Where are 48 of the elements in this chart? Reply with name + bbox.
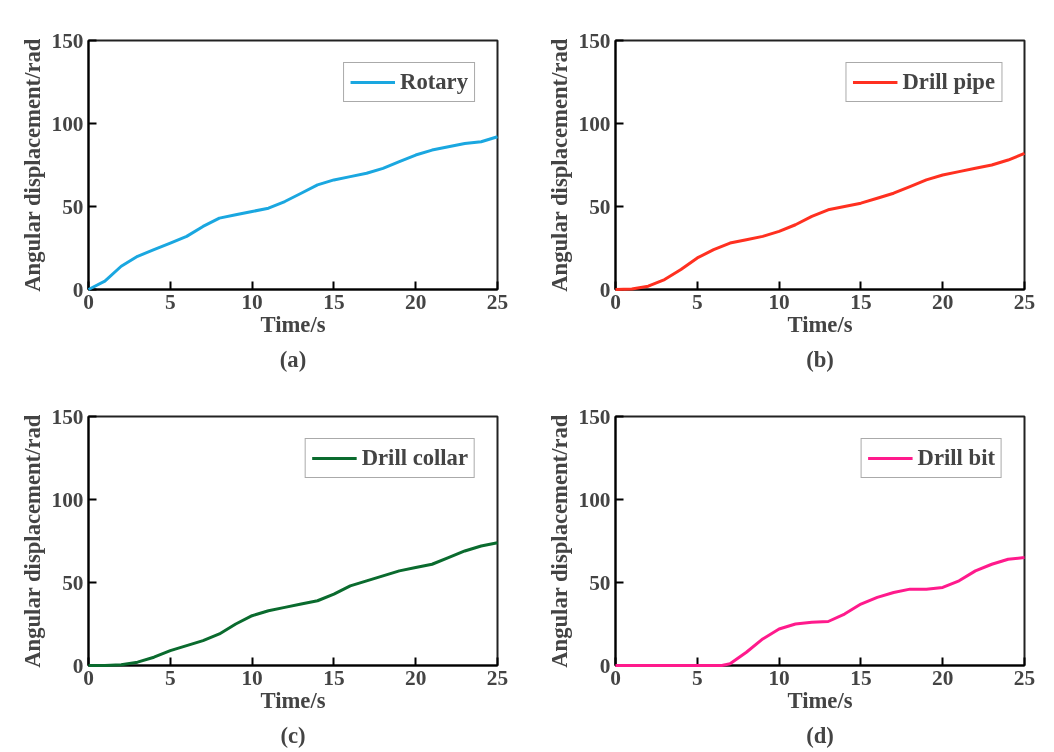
legend-label: Drill collar [361, 445, 468, 471]
legend-label: Rotary [400, 69, 468, 95]
legend-label: Drill bit [917, 445, 995, 471]
y-tick-label: 50 [589, 194, 611, 219]
y-tick-label: 50 [62, 570, 84, 595]
x-tick-label: 20 [932, 289, 954, 314]
y-axis-title: Angular displacement/rad [546, 38, 572, 292]
y-tick-label: 50 [62, 194, 84, 219]
y-tick-label: 150 [578, 28, 611, 53]
x-tick-label: 10 [241, 289, 263, 314]
x-tick-label: 25 [486, 289, 509, 314]
x-tick-label: 25 [1013, 665, 1036, 690]
x-axis-title: Time/s [260, 687, 326, 713]
y-axis-title: Angular displacement/rad [19, 38, 45, 292]
x-axis-title: Time/s [787, 311, 853, 337]
y-tick-label: 50 [589, 570, 611, 595]
x-tick-label: 15 [850, 665, 872, 690]
y-tick-label: 100 [578, 487, 611, 512]
x-tick-label: 10 [768, 665, 790, 690]
x-tick-label: 20 [405, 289, 427, 314]
x-tick-label: 5 [164, 665, 176, 690]
text: (c) [280, 722, 306, 748]
x-tick-label: 15 [323, 289, 345, 314]
y-axis-title: Angular displacement/rad [19, 414, 45, 668]
y-tick-label: 150 [51, 404, 84, 429]
x-tick-label: 25 [1013, 289, 1036, 314]
y-tick-label: 150 [51, 28, 84, 53]
x-tick-label: 20 [405, 665, 427, 690]
y-tick-label: 150 [578, 404, 611, 429]
x-tick-label: 5 [691, 665, 703, 690]
x-tick-label: 25 [486, 665, 509, 690]
x-axis-title: Time/s [260, 311, 326, 337]
x-tick-label: 10 [241, 665, 263, 690]
text: (a) [279, 346, 307, 372]
y-tick-label: 100 [51, 487, 84, 512]
x-tick-label: 5 [164, 289, 176, 314]
x-tick-label: 15 [850, 289, 872, 314]
y-tick-label: 100 [51, 111, 84, 136]
x-tick-label: 5 [691, 289, 703, 314]
x-tick-label: 20 [932, 665, 954, 690]
text: (b) [806, 346, 834, 372]
x-tick-label: 10 [768, 289, 790, 314]
legend-label: Drill pipe [902, 69, 995, 95]
text: (d) [806, 722, 834, 748]
y-tick-label: 100 [578, 111, 611, 136]
x-tick-label: 15 [323, 665, 345, 690]
x-axis-title: Time/s [787, 687, 853, 713]
y-axis-title: Angular displacement/rad [546, 414, 572, 668]
